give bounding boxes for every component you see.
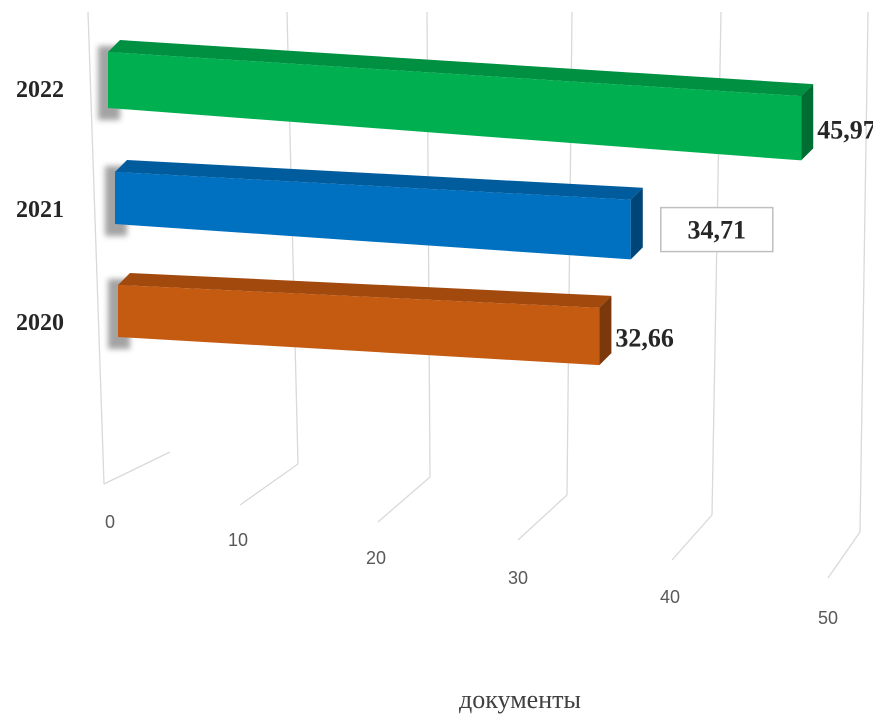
bar-end-2021 <box>630 187 643 260</box>
y-category-label: 2020 <box>16 310 64 336</box>
floor-line-20 <box>377 476 431 523</box>
floor-line-10 <box>239 463 299 506</box>
x-tick-label: 50 <box>818 608 838 628</box>
value-label-2021: 34,71 <box>688 216 747 245</box>
bars <box>108 40 814 366</box>
bar-2020 <box>118 285 600 366</box>
floor-line-40 <box>671 514 713 561</box>
bar-top-2022 <box>108 40 814 97</box>
bar-end-2020 <box>599 295 612 366</box>
floor-line-30 <box>517 494 568 541</box>
value-label-box <box>660 206 774 253</box>
bar-top-2021 <box>115 160 643 200</box>
y-category-label: 2022 <box>16 77 64 103</box>
floor-line-50 <box>827 531 861 579</box>
bar-top-2020 <box>118 273 612 308</box>
x-tick-label: 40 <box>660 587 680 607</box>
x-tick-label: 20 <box>366 548 386 568</box>
bar-2021 <box>115 172 631 260</box>
labels: 0 10 20 30 40 50 2020 32,66 2021 34,71 2022 45,97 <box>16 77 873 628</box>
x-axis-title: документы <box>459 685 581 714</box>
value-label-2022: 45,97 <box>817 115 873 144</box>
bar-2022 <box>108 52 802 161</box>
gridline-50 <box>859 11 869 533</box>
gridline-0 <box>87 11 105 485</box>
x-tick-label: 0 <box>105 512 115 532</box>
floor-line-0 <box>103 451 171 485</box>
x-tick-label: 30 <box>508 568 528 588</box>
bar-end-2022 <box>801 84 814 161</box>
x-tick-label: 10 <box>228 530 248 550</box>
y-category-label: 2021 <box>16 197 64 223</box>
value-label-2020: 32,66 <box>615 323 674 352</box>
